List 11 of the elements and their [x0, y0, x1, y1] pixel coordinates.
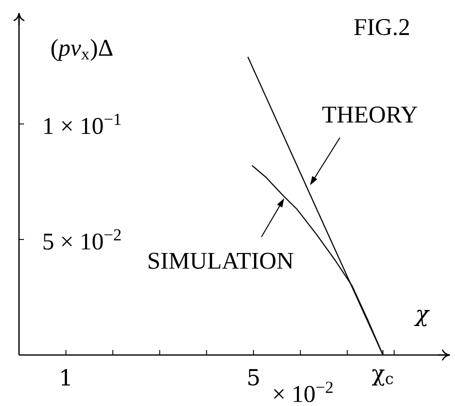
annotation: SIMULATION — [148, 252, 294, 269]
x-tick-label: 5 — [248, 369, 259, 386]
x-tick-label: χ$_{c}$ — [372, 369, 393, 386]
x-tick-label: 1 — [62, 369, 70, 386]
y-axis-title: (pv$_{x}$)Δ — [52, 39, 113, 61]
text: × 10$^{−2}$ — [274, 382, 333, 402]
y-tick-label: 5 × 10$^{−2}$ — [44, 229, 121, 250]
chart-title: FIG.2 — [354, 19, 409, 36]
y-tick-label: 1 × 10$^{−1}$ — [44, 114, 121, 134]
x-axis-title: χ — [414, 310, 430, 326]
annotation: THEORY — [322, 106, 418, 123]
